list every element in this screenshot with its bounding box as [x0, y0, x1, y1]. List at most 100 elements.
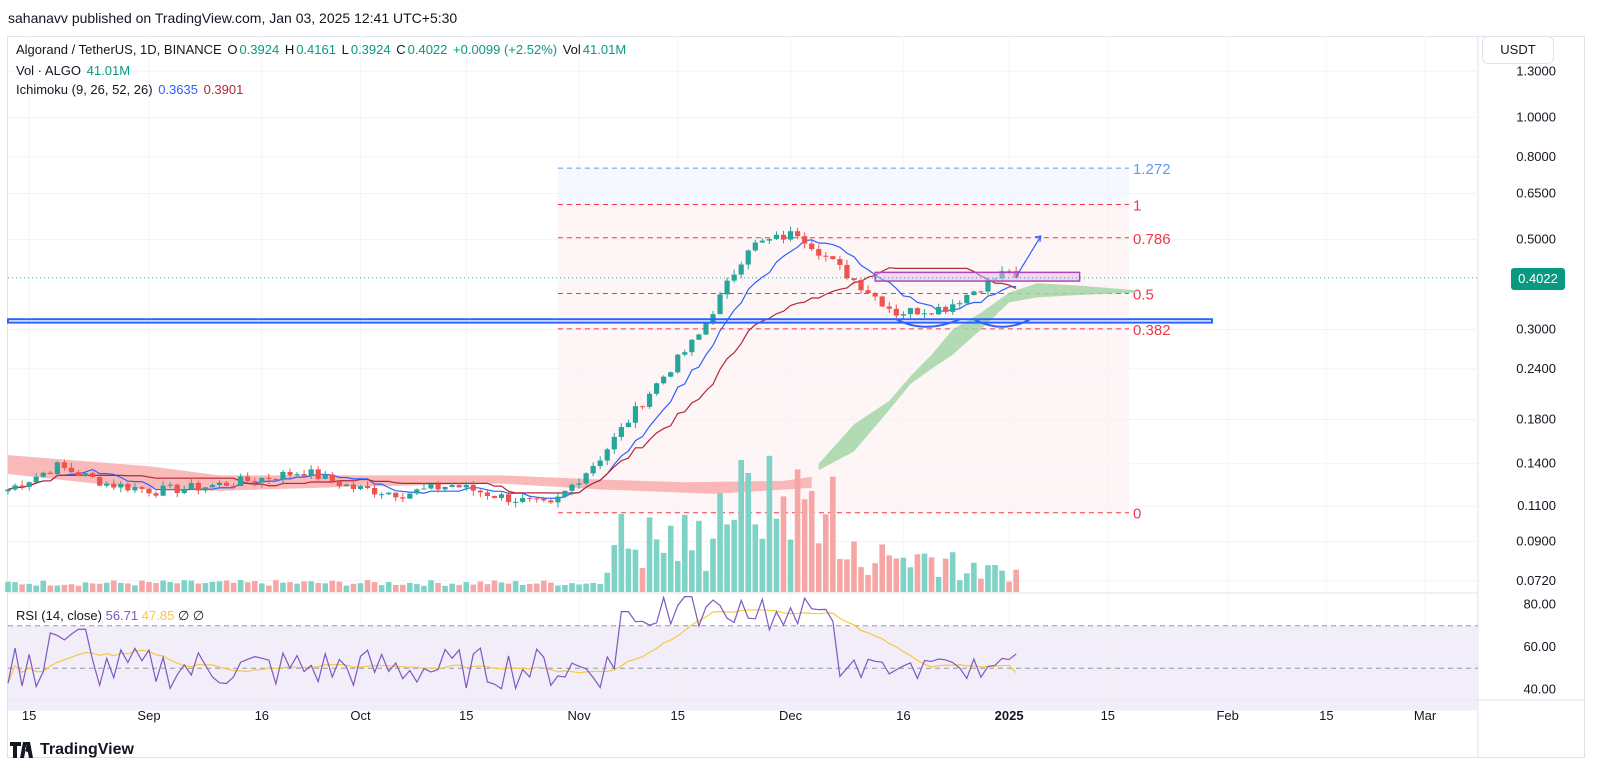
candle-body: [428, 484, 434, 489]
candle-body: [541, 498, 547, 501]
candle-body: [104, 483, 110, 486]
h-label: H: [284, 42, 295, 57]
ichimoku-base: 0.3901: [203, 82, 244, 97]
candle-body: [364, 486, 371, 489]
volume-bar: [61, 584, 68, 592]
volume-bar: [689, 550, 695, 592]
candle-body: [724, 280, 730, 295]
fib-level-label: 0.382: [1133, 322, 1171, 339]
volume-bar: [823, 514, 829, 592]
candle-body: [47, 472, 53, 475]
volume-bar: [421, 585, 427, 592]
volume-bar: [773, 518, 780, 592]
candle-body: [132, 487, 138, 491]
candle-body: [484, 492, 490, 496]
candle-body: [280, 472, 286, 480]
volume-bar: [837, 559, 843, 592]
volume-bar: [209, 581, 216, 592]
candle-body: [68, 467, 75, 473]
volume-bar: [660, 552, 667, 592]
volume-bar: [921, 553, 928, 592]
vol-value: 41.01M: [582, 42, 627, 57]
projection-arrowhead: [1034, 235, 1042, 243]
volume-bar: [266, 585, 272, 592]
candle-body: [787, 231, 794, 240]
candle-body: [498, 494, 505, 498]
currency-button[interactable]: USDT: [1482, 36, 1554, 64]
candle-body: [717, 294, 723, 315]
price-tick-label: 0.6500: [1516, 185, 1556, 200]
candle-body: [90, 473, 96, 478]
volume-bar: [54, 585, 61, 592]
bottom-arc-left: [895, 318, 961, 328]
time-tick-label: 2025: [995, 708, 1024, 723]
candle-body: [978, 291, 984, 293]
time-tick-label: Feb: [1216, 708, 1238, 723]
volume-bar: [815, 543, 822, 592]
candle-body: [146, 488, 152, 494]
candle-body: [407, 493, 413, 499]
candle-body: [597, 460, 603, 466]
volume-bar: [428, 580, 434, 592]
time-tick-label: 15: [1101, 708, 1115, 723]
volume-bar: [1013, 569, 1019, 592]
volume-bar: [223, 580, 230, 592]
time-tick-label: 16: [255, 708, 269, 723]
candle-body: [12, 485, 18, 490]
volume-bar: [604, 572, 611, 592]
volume-bar: [583, 583, 589, 592]
publish-line: sahanavv published on TradingView.com, J…: [8, 10, 458, 26]
volume-bar: [118, 582, 124, 592]
volume-bar: [350, 583, 357, 592]
candle-body: [111, 483, 117, 488]
volume-bar: [68, 584, 75, 592]
volume-bar: [139, 580, 145, 592]
candle-body: [61, 462, 67, 468]
candle-body: [139, 487, 145, 489]
fib-level-label: 1: [1133, 198, 1141, 215]
volume-bars: [5, 455, 1019, 592]
volume-bar: [576, 584, 582, 592]
candle-body: [75, 472, 82, 476]
candle-body: [195, 482, 201, 491]
tradingview-logo[interactable]: TradingView: [10, 741, 134, 759]
rsi-ma-line: [7, 609, 1017, 684]
candle-body: [985, 279, 991, 292]
volume-bar: [82, 582, 89, 592]
volume-bar: [449, 583, 455, 592]
volume-bar: [710, 538, 716, 592]
volume-bar: [625, 548, 632, 592]
candle-body: [259, 477, 265, 483]
volume-bar: [505, 583, 512, 592]
volume-bar: [928, 557, 935, 592]
candle-body: [223, 482, 230, 486]
candle-body: [322, 474, 328, 479]
candle-body: [675, 354, 681, 373]
candle-body: [802, 236, 808, 244]
candle-body: [216, 482, 223, 485]
candle-body: [202, 487, 208, 491]
volume-bar: [294, 583, 300, 592]
volume-bar: [611, 545, 618, 592]
volume-bar: [125, 583, 131, 592]
volume-bar: [787, 539, 794, 592]
candle-body: [421, 488, 427, 490]
change-value: +0.0099 (+2.52%): [453, 42, 558, 57]
volume-bar: [759, 538, 766, 592]
volume-bar: [202, 583, 209, 592]
candle-body: [858, 280, 864, 291]
candle-body: [851, 278, 857, 281]
volume-bar: [195, 583, 202, 592]
volume-bar: [999, 570, 1005, 592]
vol-study-value: 41.01M: [86, 63, 131, 78]
candle-body: [386, 492, 392, 495]
candle-body: [921, 313, 928, 315]
rsi-ma-value: 47.85: [141, 608, 175, 623]
candle-body: [266, 477, 272, 479]
c-label: C: [396, 42, 406, 57]
candle-body: [379, 494, 385, 496]
ichimoku-conversion: 0.3635: [158, 82, 198, 97]
volume-bar: [47, 585, 54, 592]
candle-body: [125, 483, 131, 491]
